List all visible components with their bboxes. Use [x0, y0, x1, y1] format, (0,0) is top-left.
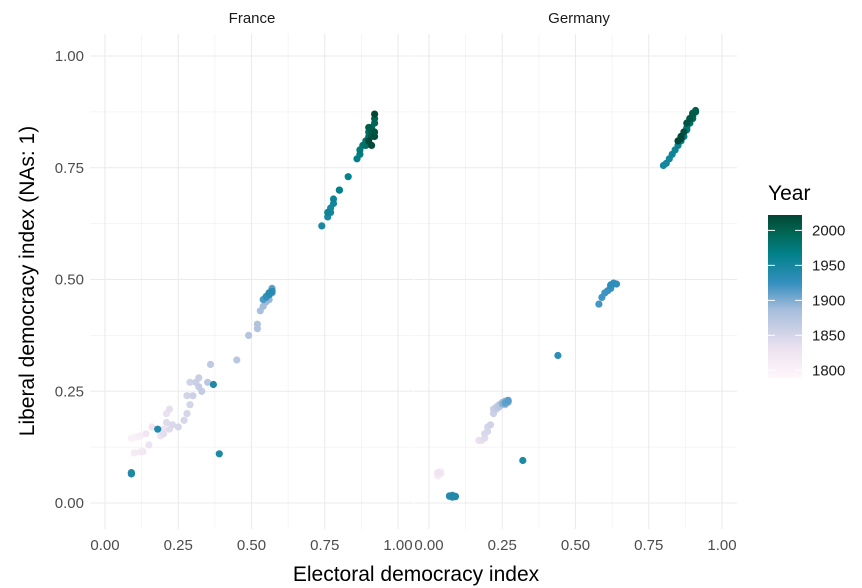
data-point — [595, 300, 603, 308]
x-tick-label: 1.00 — [707, 537, 736, 554]
data-point — [677, 132, 685, 141]
data-point — [554, 351, 562, 360]
data-point — [180, 416, 188, 424]
data-point — [198, 387, 206, 395]
y-tick-labels: 0.00 0.25 0.50 0.75 1.00 — [55, 48, 84, 512]
data-point — [683, 119, 691, 127]
data-point — [168, 421, 176, 429]
grid-germany — [414, 34, 737, 529]
colorbar — [768, 215, 802, 378]
legend-title: Year — [768, 182, 810, 205]
data-point — [189, 392, 197, 400]
grid-france — [90, 34, 413, 529]
data-point — [130, 449, 138, 457]
data-point — [136, 432, 144, 440]
data-point — [148, 423, 156, 431]
data-point — [335, 186, 343, 194]
legend-tick-label: 1900 — [812, 292, 845, 309]
data-point — [486, 421, 495, 429]
x-tick-label: 0.00 — [90, 537, 119, 554]
data-point — [154, 425, 162, 433]
data-point — [195, 374, 203, 382]
data-point — [371, 110, 379, 118]
data-point — [607, 281, 615, 289]
data-point — [142, 430, 150, 438]
strip-label-germany: Germany — [548, 10, 610, 27]
data-point — [318, 222, 326, 230]
data-point — [245, 331, 253, 339]
data-point — [209, 380, 217, 389]
data-point — [371, 132, 379, 141]
data-point — [365, 137, 373, 145]
data-point — [451, 492, 459, 500]
x-tick-label: 0.75 — [310, 537, 339, 554]
data-point — [186, 401, 194, 409]
x-tick-label: 0.25 — [488, 537, 517, 554]
data-point — [612, 280, 621, 288]
legend-tick-label: 1800 — [812, 362, 845, 379]
data-point — [162, 418, 171, 427]
legend: Year 1800 1850 1900 1950 2000 — [768, 182, 845, 379]
data-point — [265, 289, 273, 297]
data-point — [204, 378, 212, 386]
data-point — [519, 456, 527, 465]
x-tick-label: 0.75 — [634, 537, 663, 554]
data-point — [504, 397, 512, 405]
data-point — [324, 208, 332, 216]
data-point — [215, 450, 223, 458]
data-point — [160, 430, 168, 438]
data-point — [165, 405, 174, 413]
data-point — [206, 360, 215, 368]
data-point — [233, 356, 241, 364]
legend-tick-label: 2000 — [812, 222, 845, 239]
y-axis-title: Liberal democracy index (NAs: 1) — [16, 126, 39, 436]
x-tick-label: 0.00 — [414, 537, 443, 554]
points-france — [127, 110, 379, 478]
x-tick-label: 1.00 — [383, 537, 412, 554]
panel-france: France — [90, 10, 413, 529]
legend-ticks: 1800 1850 1900 1950 2000 — [768, 222, 845, 379]
x-axis-title: Electoral democracy index — [293, 563, 540, 586]
data-point — [139, 448, 147, 456]
panel-germany: Germany — [414, 10, 737, 529]
points-germany — [434, 106, 700, 501]
x-tick-label: 0.50 — [561, 537, 590, 554]
data-point — [174, 423, 182, 431]
data-point — [183, 392, 191, 400]
y-tick-label: 0.75 — [55, 160, 84, 177]
data-point — [329, 195, 338, 203]
data-point — [183, 410, 191, 418]
data-point — [186, 378, 194, 386]
legend-tick-label: 1850 — [812, 327, 845, 344]
y-tick-label: 0.50 — [55, 272, 84, 289]
data-point — [127, 469, 135, 477]
y-tick-label: 0.00 — [55, 495, 84, 512]
y-tick-label: 0.25 — [55, 383, 84, 400]
data-point — [145, 441, 153, 449]
x-tick-label: 0.25 — [164, 537, 193, 554]
data-point — [253, 320, 261, 328]
data-point — [365, 123, 373, 132]
data-point — [434, 469, 442, 477]
data-point — [344, 173, 352, 181]
y-tick-label: 1.00 — [55, 48, 84, 65]
legend-tick-label: 1950 — [812, 257, 845, 274]
strip-label-france: France — [229, 10, 276, 27]
x-tick-labels: 0.00 0.25 0.50 0.75 1.00 0.00 0.25 0.50 0.75 1.00 — [90, 537, 736, 554]
data-point — [689, 109, 697, 117]
x-tick-label: 0.50 — [237, 537, 266, 554]
